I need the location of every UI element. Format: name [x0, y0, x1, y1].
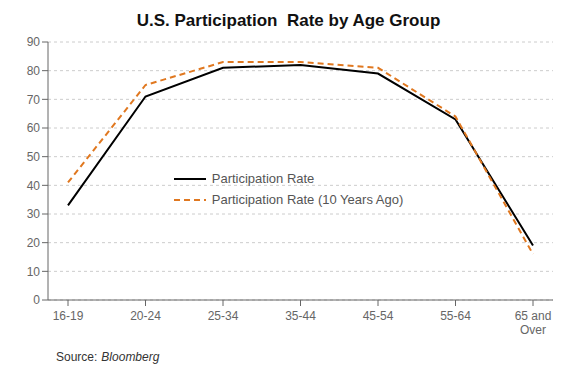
svg-text:35-44: 35-44 [285, 309, 316, 323]
html-text:Participation Rate (10 Years A: Participation Rate (10 Years Ago) [211, 192, 404, 207]
svg-text:10: 10 [27, 265, 41, 279]
svg-text:30: 30 [27, 207, 41, 221]
svg-text:45-54: 45-54 [363, 309, 394, 323]
html-text:U.S. Participation Rate by Age: U.S. Participation Rate by Age Group [136, 11, 441, 30]
svg-text:20-24: 20-24 [130, 309, 161, 323]
svg-text:16-19: 16-19 [53, 309, 84, 323]
svg-text:65 andOver: 65 andOver [515, 309, 552, 337]
svg-text:20: 20 [27, 236, 41, 250]
svg-text:90: 90 [27, 35, 41, 49]
svg-text:0: 0 [33, 293, 40, 307]
html-text:Source: Bloomberg: Source: Bloomberg [56, 350, 160, 364]
svg-text:50: 50 [27, 150, 41, 164]
svg-text:40: 40 [27, 179, 41, 193]
svg-text:55-64: 55-64 [440, 309, 471, 323]
svg-text:25-34: 25-34 [208, 309, 239, 323]
svg-text:70: 70 [27, 93, 41, 107]
svg-text:60: 60 [27, 121, 41, 135]
html-text:Participation Rate: Participation Rate [211, 171, 315, 186]
svg-text:80: 80 [27, 64, 41, 78]
